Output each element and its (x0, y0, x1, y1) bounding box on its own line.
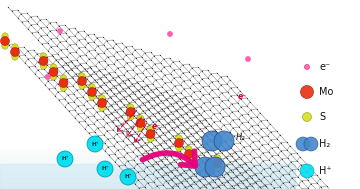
Circle shape (2, 43, 8, 49)
Circle shape (205, 157, 225, 177)
Circle shape (186, 146, 192, 152)
Circle shape (40, 53, 47, 59)
Circle shape (12, 44, 18, 50)
Bar (0, 157, 295, 159)
Text: H₂: H₂ (319, 139, 330, 149)
Bar (0, 151, 295, 153)
Text: H⁺: H⁺ (124, 174, 132, 180)
Text: H₂: H₂ (236, 133, 246, 143)
Bar (0, 155, 295, 157)
Text: e⁻: e⁻ (238, 92, 247, 101)
Circle shape (0, 36, 9, 46)
Circle shape (301, 85, 314, 98)
Bar (0, 173, 295, 175)
Circle shape (87, 136, 103, 152)
FancyArrowPatch shape (134, 123, 147, 142)
Bar (0, 179, 295, 181)
Circle shape (127, 104, 134, 110)
Text: H⁺: H⁺ (101, 167, 109, 171)
FancyArrowPatch shape (127, 117, 141, 136)
Bar (0, 159, 295, 161)
Circle shape (147, 136, 154, 142)
Circle shape (50, 74, 57, 80)
Text: S: S (319, 112, 325, 122)
FancyArrowPatch shape (143, 151, 195, 166)
Circle shape (214, 131, 234, 151)
Circle shape (137, 115, 144, 121)
Circle shape (246, 57, 250, 61)
Circle shape (195, 157, 215, 177)
Circle shape (58, 29, 62, 33)
Circle shape (49, 67, 58, 77)
Circle shape (99, 105, 105, 111)
Bar (0, 167, 295, 169)
Text: e⁻: e⁻ (152, 122, 161, 131)
Bar (0, 153, 295, 155)
Bar (0, 185, 295, 187)
Bar (0, 181, 295, 183)
Circle shape (305, 64, 310, 70)
Circle shape (176, 135, 182, 141)
Circle shape (202, 131, 222, 151)
Circle shape (304, 137, 318, 151)
Circle shape (50, 64, 57, 70)
Text: H⁺: H⁺ (91, 142, 99, 146)
Circle shape (79, 83, 85, 89)
Bar (0, 161, 295, 163)
Circle shape (97, 161, 113, 177)
Circle shape (79, 73, 85, 79)
Circle shape (99, 95, 105, 101)
Circle shape (126, 108, 135, 116)
Bar (0, 163, 295, 165)
Circle shape (213, 159, 222, 167)
Text: H⁺: H⁺ (319, 166, 332, 176)
Circle shape (300, 164, 314, 178)
Circle shape (60, 85, 67, 91)
Bar (0, 183, 295, 185)
Circle shape (185, 149, 194, 159)
Bar (0, 165, 295, 167)
Bar (0, 171, 295, 173)
Circle shape (40, 63, 47, 69)
Circle shape (10, 47, 19, 57)
Circle shape (120, 169, 136, 185)
Circle shape (186, 156, 192, 162)
Circle shape (137, 125, 144, 131)
Circle shape (89, 94, 95, 100)
Text: H⁺: H⁺ (61, 156, 69, 161)
Circle shape (176, 145, 182, 151)
Circle shape (46, 75, 50, 79)
Bar (0, 169, 295, 171)
Circle shape (98, 98, 107, 108)
Circle shape (214, 155, 221, 161)
Circle shape (89, 84, 95, 90)
Polygon shape (0, 164, 295, 189)
Circle shape (60, 75, 67, 81)
FancyArrowPatch shape (117, 111, 136, 131)
Circle shape (12, 54, 18, 60)
Bar (0, 175, 295, 177)
Bar (0, 177, 295, 179)
Circle shape (59, 78, 68, 88)
Circle shape (168, 32, 172, 36)
Bar (0, 149, 295, 151)
Circle shape (302, 112, 311, 122)
Bar (0, 187, 295, 189)
Circle shape (127, 114, 134, 120)
Circle shape (136, 119, 145, 128)
Circle shape (214, 165, 221, 171)
Circle shape (175, 139, 184, 147)
Text: Mo: Mo (319, 87, 333, 97)
Circle shape (296, 137, 310, 151)
Circle shape (57, 151, 73, 167)
Circle shape (87, 88, 96, 97)
Text: e⁻: e⁻ (319, 62, 330, 72)
Circle shape (2, 33, 8, 39)
Circle shape (77, 77, 86, 85)
Circle shape (39, 57, 48, 66)
Circle shape (146, 129, 155, 139)
Circle shape (147, 126, 154, 132)
